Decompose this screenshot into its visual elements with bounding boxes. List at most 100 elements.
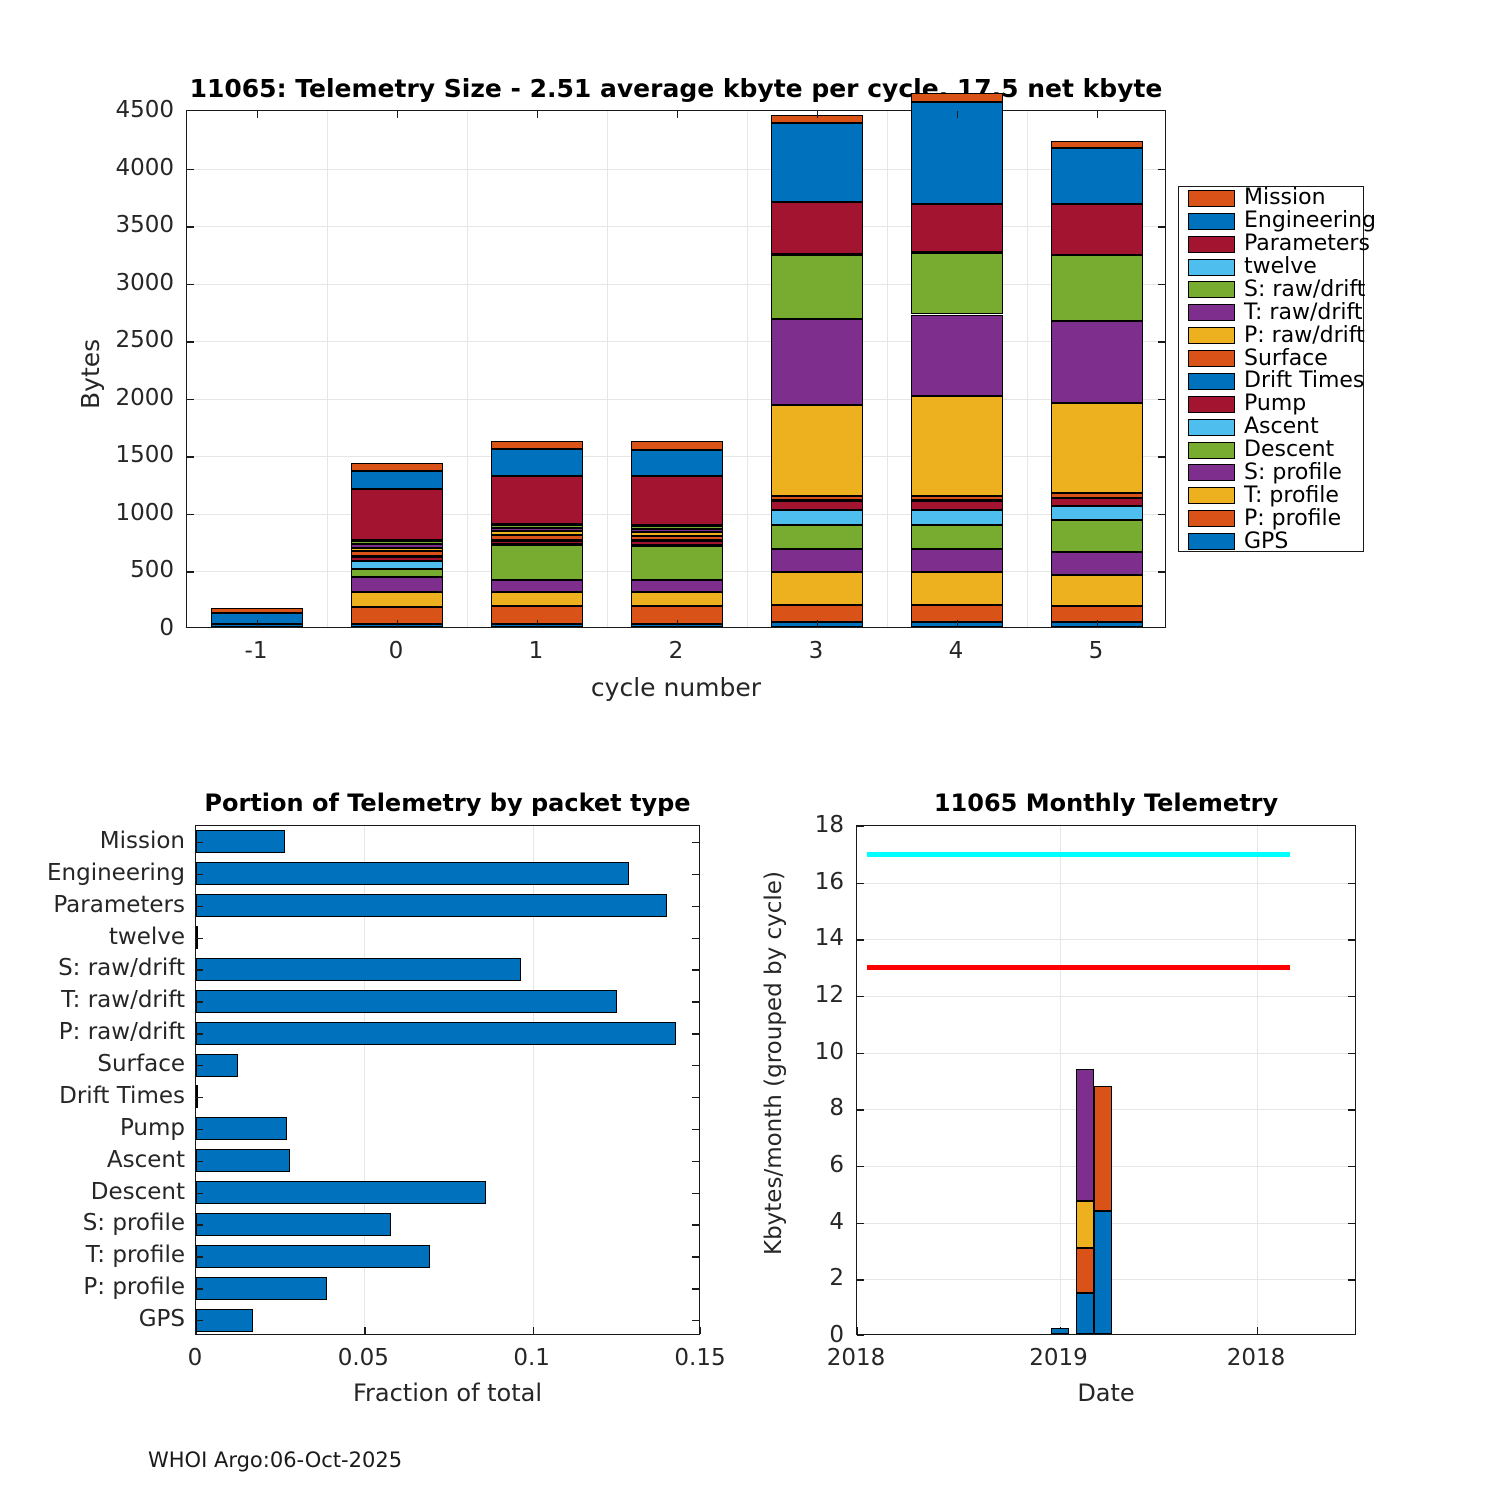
telemetry-x-axis-label: cycle number bbox=[590, 673, 762, 702]
legend-item[interactable]: Pump bbox=[1179, 393, 1363, 416]
gridline bbox=[1059, 826, 1061, 1334]
axis-tick bbox=[857, 939, 864, 941]
axis-tick bbox=[857, 826, 864, 828]
legend-item-label: Mission bbox=[1244, 185, 1326, 211]
legend-color-swatch bbox=[1188, 487, 1235, 505]
bar-segment bbox=[490, 545, 584, 581]
axis-tick bbox=[1097, 620, 1099, 627]
bar-segment bbox=[910, 495, 1004, 501]
y-tick-label: 16 bbox=[814, 868, 844, 895]
axis-tick bbox=[187, 398, 194, 401]
horizontal-bar bbox=[196, 1244, 430, 1268]
axis-tick bbox=[1097, 111, 1099, 118]
axis-tick bbox=[196, 873, 203, 876]
bar-segment bbox=[630, 535, 724, 541]
y-tick-label: 0 bbox=[159, 615, 174, 641]
legend-item[interactable]: T: profile bbox=[1179, 484, 1363, 507]
axis-tick bbox=[196, 1256, 203, 1258]
bar-segment bbox=[210, 608, 304, 613]
y-tick-label: 12 bbox=[814, 982, 844, 1008]
legend-item[interactable]: Descent bbox=[1179, 439, 1363, 462]
bar-segment bbox=[1075, 1200, 1094, 1248]
bar-segment bbox=[910, 500, 1004, 510]
bar-segment bbox=[210, 612, 304, 624]
y-tick-label: 1000 bbox=[115, 499, 174, 526]
category-label: Ascent bbox=[106, 1146, 185, 1173]
axis-tick bbox=[692, 969, 699, 971]
category-label: P: profile bbox=[83, 1274, 185, 1301]
bar-segment bbox=[770, 500, 864, 510]
axis-tick bbox=[196, 1327, 198, 1334]
monthly-y-axis-label: Kbytes/month (grouped by cycle) bbox=[761, 871, 787, 1255]
gridline bbox=[1027, 111, 1028, 627]
stacked-bar bbox=[910, 93, 1004, 627]
bar-segment bbox=[770, 605, 864, 623]
stacked-bar bbox=[490, 111, 584, 627]
gridline bbox=[532, 826, 534, 1334]
legend-item[interactable]: P: profile bbox=[1179, 507, 1363, 530]
gridline bbox=[887, 111, 888, 627]
gridline bbox=[857, 1166, 1355, 1167]
legend-color-swatch bbox=[1188, 372, 1235, 390]
monthly-plot-area bbox=[856, 825, 1356, 1336]
axis-tick bbox=[857, 1109, 864, 1111]
x-tick-label: 0.1 bbox=[513, 1345, 550, 1371]
legend-item-label: Ascent bbox=[1244, 414, 1319, 440]
bar-segment bbox=[910, 524, 1004, 549]
bar-segment bbox=[350, 541, 444, 545]
axis-tick bbox=[692, 873, 699, 876]
bar-segment bbox=[910, 314, 1004, 396]
axis-tick bbox=[1158, 571, 1165, 573]
bar-segment bbox=[490, 534, 584, 540]
legend-item[interactable]: Parameters bbox=[1179, 233, 1370, 256]
category-label: T: profile bbox=[85, 1242, 185, 1269]
axis-tick bbox=[692, 1065, 699, 1067]
axis-tick bbox=[857, 1052, 864, 1055]
legend-item[interactable]: S: profile bbox=[1179, 459, 1363, 485]
bar-segment bbox=[630, 441, 724, 450]
legend-item[interactable]: GPS bbox=[1179, 530, 1363, 553]
category-label: GPS bbox=[138, 1306, 185, 1333]
axis-tick bbox=[196, 1288, 203, 1290]
gridline bbox=[747, 111, 748, 627]
bar-segment bbox=[910, 509, 1004, 525]
y-tick-label: 14 bbox=[814, 925, 844, 952]
axis-tick bbox=[857, 1334, 864, 1336]
x-tick-label: 0.05 bbox=[337, 1345, 389, 1371]
axis-tick bbox=[1348, 939, 1355, 941]
bar-segment bbox=[1050, 147, 1144, 204]
legend-item[interactable]: Mission bbox=[1179, 187, 1363, 210]
gridline bbox=[327, 111, 328, 627]
legend-item[interactable]: Ascent bbox=[1179, 416, 1363, 439]
legend-item[interactable]: T: raw/drift bbox=[1179, 301, 1363, 324]
legend-item-label: T: raw/drift bbox=[1244, 299, 1363, 325]
legend-item[interactable]: Surface bbox=[1179, 347, 1363, 370]
bar-segment bbox=[1050, 403, 1144, 493]
stacked-bar bbox=[770, 111, 864, 627]
legend-item[interactable]: P: raw/drift bbox=[1179, 324, 1365, 347]
y-tick-label: 18 bbox=[814, 812, 844, 838]
axis-tick bbox=[196, 969, 203, 971]
axis-tick bbox=[196, 905, 203, 908]
legend-color-swatch bbox=[1188, 510, 1235, 528]
category-label: S: profile bbox=[82, 1210, 185, 1237]
y-tick-label: 500 bbox=[130, 557, 174, 584]
bar-segment bbox=[490, 531, 584, 535]
legend-item[interactable]: S: raw/drift bbox=[1179, 278, 1365, 302]
legend-item-label: S: profile bbox=[1244, 459, 1342, 485]
axis-tick bbox=[699, 1327, 701, 1334]
legend-item[interactable]: twelve bbox=[1179, 256, 1363, 279]
axis-tick bbox=[257, 111, 259, 118]
legend-color-swatch bbox=[1188, 212, 1235, 230]
bar-segment bbox=[350, 568, 444, 577]
bar-segment bbox=[770, 115, 864, 123]
y-tick-label: 3000 bbox=[115, 269, 174, 296]
axis-tick bbox=[957, 111, 959, 118]
axis-tick bbox=[196, 1160, 203, 1163]
category-label: T: raw/drift bbox=[61, 987, 185, 1014]
stacked-bar bbox=[630, 111, 724, 627]
legend-item[interactable]: Engineering bbox=[1179, 210, 1376, 233]
bar-segment bbox=[770, 524, 864, 549]
legend-item[interactable]: Drift Times bbox=[1179, 370, 1364, 393]
bar-segment bbox=[350, 560, 444, 569]
